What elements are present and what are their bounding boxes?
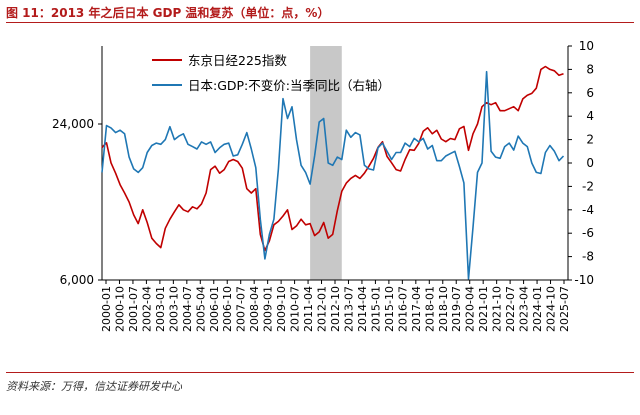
x-tick-label: 2018-01: [423, 286, 436, 332]
right-tick-label: -2: [582, 179, 594, 193]
x-tick-label: 2003-01: [154, 286, 167, 332]
right-tick-label: 0: [586, 156, 594, 170]
right-tick-label: 8: [586, 62, 594, 76]
plot-area: 6,000 24,000 -10 -8 -6 -4 -2 0 2 4 6 8 10 2000-01 2000…: [52, 39, 594, 332]
x-tick-label: 2022-07: [504, 286, 517, 332]
right-tick-label: 4: [586, 109, 594, 123]
x-tick-label: 2011-04: [302, 286, 315, 332]
footer-divider: [6, 372, 634, 373]
x-tick-label: 2003-10: [167, 286, 180, 332]
x-tick-label: 2023-04: [518, 286, 531, 332]
x-tick-label: 2015-10: [383, 286, 396, 332]
legend-label-nikkei: 东京日经225指数: [188, 53, 287, 68]
x-tick-label: 2020-04: [464, 286, 477, 332]
x-tick-label: 2008-04: [248, 286, 261, 332]
title-divider: [6, 22, 634, 23]
right-tick-label: 10: [579, 39, 594, 53]
x-tick-label: 2004-07: [181, 286, 194, 332]
x-tick-label: 2009-10: [275, 286, 288, 332]
source-note: 资料来源：万得，信达证券研发中心: [6, 380, 182, 393]
x-tick-label: 2010-07: [289, 286, 302, 332]
chart-title: 图 11：2013 年之后日本 GDP 温和复苏（单位：点，%）: [6, 6, 330, 20]
x-tick-label: 2012-01: [316, 286, 329, 332]
right-tick-label: -8: [582, 250, 594, 264]
x-tick-label: 2019-07: [450, 286, 463, 332]
x-tick-label: 2024-01: [531, 286, 544, 332]
x-tick-label: 2000-01: [100, 286, 113, 332]
x-tick-label: 2017-04: [410, 286, 423, 332]
x-tick-label: 2000-10: [113, 286, 126, 332]
x-tick-label: 2006-10: [221, 286, 234, 332]
x-tick-label: 2016-07: [396, 286, 409, 332]
x-tick-label: 2018-10: [437, 286, 450, 332]
x-tick-label: 2012-10: [329, 286, 342, 332]
left-tick-label: 24,000: [52, 117, 94, 131]
x-tick-label: 2024-10: [545, 286, 558, 332]
x-tick-label: 2021-10: [491, 286, 504, 332]
x-tick-label: 2007-07: [235, 286, 248, 332]
x-tick-label: 2002-04: [140, 286, 153, 332]
right-tick-label: 2: [586, 133, 594, 147]
x-tick-label: 2025-07: [558, 286, 571, 332]
x-tick-label: 2005-04: [194, 286, 207, 332]
right-tick-label: -6: [582, 226, 594, 240]
shaded-region: [310, 46, 342, 280]
x-tick-label: 2013-07: [342, 286, 355, 332]
right-tick-label: -4: [582, 203, 594, 217]
right-tick-label: 6: [586, 86, 594, 100]
nikkei-series-line: [101, 65, 564, 252]
right-tick-label: -10: [574, 273, 594, 287]
x-tick-label: 2001-07: [127, 286, 140, 332]
x-tick-label: 2014-04: [356, 286, 369, 332]
x-tick-label: 2006-01: [208, 286, 221, 332]
chart-canvas: 6,000 24,000 -10 -8 -6 -4 -2 0 2 4 6 8 10 2000-01 2000…: [52, 39, 594, 332]
x-tick-label: 2021-01: [477, 286, 490, 332]
gdp-yoy-series-line: [101, 70, 565, 280]
x-tick-label: 2009-01: [262, 286, 275, 332]
x-tick-label: 2015-01: [369, 286, 382, 332]
legend-label-gdp: 日本:GDP:不变价:当季同比（右轴）: [188, 78, 390, 93]
left-tick-label: 6,000: [60, 273, 94, 287]
